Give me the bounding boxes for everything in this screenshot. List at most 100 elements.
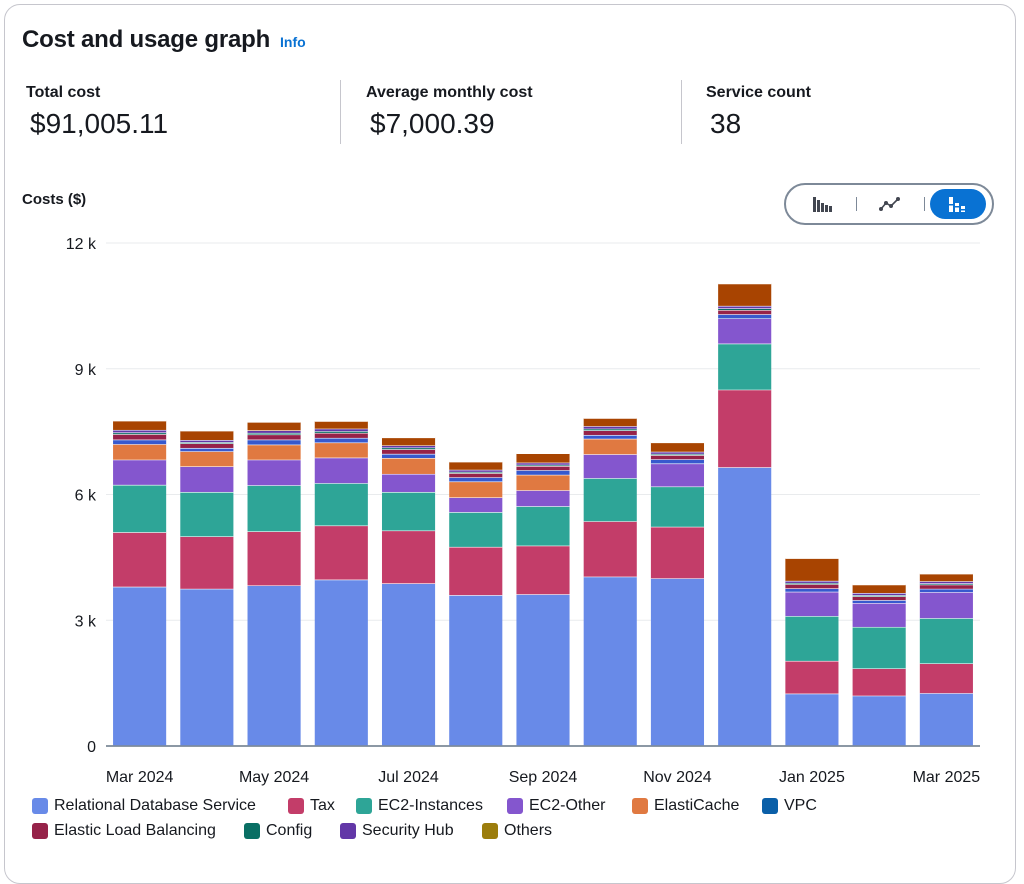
bar-segment	[180, 588, 234, 746]
bar-segment	[314, 525, 368, 580]
bar-segment	[113, 586, 167, 746]
bar-segment	[516, 464, 570, 466]
bar-segment	[180, 447, 234, 452]
legend-swatch	[356, 798, 372, 814]
bar-segment	[449, 471, 503, 474]
legend-item-others[interactable]: Others	[482, 822, 552, 840]
stacked-bar-chart: 0 3 k 6 k 9 k 12 k Mar 2024 May 2024 Jul 2024 Se…	[66, 236, 981, 786]
bar-segment	[718, 318, 772, 344]
bar-segment	[180, 430, 234, 441]
bar-segment	[516, 490, 570, 507]
bar-segment	[314, 457, 368, 484]
bar-segment	[180, 536, 234, 589]
x-tick-label: Sep 2024	[509, 769, 578, 786]
bar-segment	[113, 420, 167, 430]
bar-segment	[449, 461, 503, 470]
y-tick-label: 6 k	[75, 488, 97, 505]
bar-segment	[919, 588, 973, 593]
bar-segment	[785, 584, 839, 589]
bar-segment	[247, 585, 301, 746]
bar-segment	[113, 432, 167, 435]
bar-segment	[314, 428, 368, 432]
line-chart-icon	[879, 197, 900, 211]
bar-segment	[247, 434, 301, 440]
legend-swatch	[32, 823, 48, 839]
bar-segment	[381, 458, 436, 474]
bar-segment	[785, 693, 839, 746]
bar-segment	[314, 579, 368, 746]
y-tick-label: 0	[87, 739, 96, 756]
legend-item-tax[interactable]: Tax	[288, 797, 335, 815]
legend-swatch	[244, 823, 260, 839]
bar-segment	[785, 582, 839, 585]
legend-item-vpc[interactable]: VPC	[762, 797, 817, 815]
chart-type-toggle	[784, 183, 994, 225]
bar-segment	[113, 429, 167, 433]
bar-segment	[718, 308, 772, 311]
bar-segment	[583, 438, 637, 455]
bar-segment	[314, 442, 368, 458]
y-tick-label: 9 k	[75, 362, 97, 379]
legend-item-ec2-instances[interactable]: EC2-Instances	[356, 797, 483, 815]
info-link[interactable]: Info	[280, 34, 306, 50]
bar-segment	[449, 595, 503, 746]
bar-segment	[247, 485, 301, 532]
kpi-average-monthly-cost: Average monthly cost $7,000.39	[366, 84, 533, 140]
legend-item-ec2-other[interactable]: EC2-Other	[507, 797, 605, 815]
y-tick-label: 12 k	[66, 236, 97, 253]
legend-label: ElastiCache	[654, 797, 740, 814]
chart-y-axis-title: Costs ($)	[22, 191, 87, 208]
kpi-divider	[681, 80, 682, 144]
bar-segment	[449, 546, 503, 596]
kpi-total-cost-value: $91,005.11	[30, 108, 169, 139]
bar-segment	[516, 545, 570, 595]
bar-segment	[314, 483, 368, 526]
bar-segment	[785, 660, 839, 694]
legend-swatch	[507, 798, 523, 814]
legend-item-elasticache[interactable]: ElastiCache	[632, 797, 739, 815]
bar-segment	[180, 442, 234, 444]
legend-item-security-hub[interactable]: Security Hub	[340, 822, 454, 840]
cost-usage-card	[4, 4, 1016, 884]
toggle-separator	[856, 197, 857, 211]
bar-segment	[852, 593, 906, 596]
bar-segment	[785, 580, 839, 583]
bar-segment	[314, 431, 368, 433]
legend-item-config[interactable]: Config	[244, 822, 312, 840]
legend-label: Security Hub	[362, 822, 454, 839]
legend-label: Relational Database Service	[54, 797, 256, 814]
bar-segment	[852, 668, 906, 696]
bar-segment	[919, 592, 973, 619]
legend-label: Tax	[310, 797, 335, 814]
bar-segment	[449, 473, 503, 478]
bar-segment	[650, 455, 705, 460]
legend-swatch	[482, 823, 498, 839]
bar-segment	[449, 469, 503, 472]
stacked-bar-chart-icon	[949, 197, 965, 212]
kpi-total-cost: Total cost $91,005.11	[26, 84, 168, 140]
bar-chart-button[interactable]	[794, 189, 850, 219]
bar-segment	[113, 532, 167, 587]
bar-segment	[180, 451, 234, 467]
bar-segment	[381, 491, 436, 531]
legend-swatch	[288, 798, 304, 814]
legend-label: VPC	[784, 797, 817, 814]
legend-item-relational-database-service[interactable]: Relational Database Service	[32, 797, 256, 815]
bar-segment	[583, 430, 637, 435]
bar-segment	[650, 486, 705, 527]
legend-swatch	[762, 798, 778, 814]
x-tick-label: Mar 2025	[913, 769, 981, 786]
bar-segment	[583, 478, 637, 522]
bar-segment	[785, 616, 839, 661]
bar-segment	[516, 474, 570, 491]
kpi-average-monthly-cost-value: $7,000.39	[370, 108, 495, 139]
line-chart-button[interactable]	[862, 189, 918, 219]
stacked-bar-chart-button[interactable]	[930, 189, 986, 219]
bar-segment	[180, 491, 234, 537]
bar-segment	[516, 506, 570, 546]
kpi-service-count: Service count 38	[706, 84, 811, 140]
legend-label: Elastic Load Balancing	[54, 822, 216, 839]
kpi-service-count-value: 38	[710, 108, 742, 139]
page-title: Cost and usage graph	[22, 26, 271, 53]
legend-item-elastic-load-balancing[interactable]: Elastic Load Balancing	[32, 822, 216, 840]
